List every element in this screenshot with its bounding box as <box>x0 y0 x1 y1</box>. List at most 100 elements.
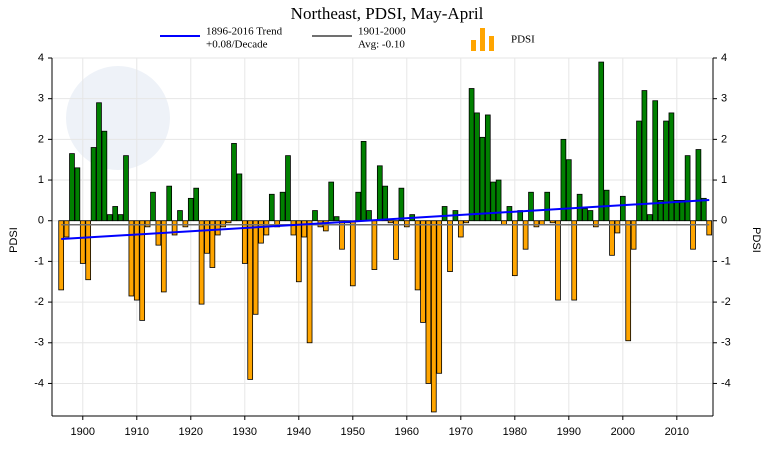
bar <box>376 165 383 222</box>
y-tick-label: -4 <box>34 377 44 389</box>
bar <box>587 210 594 222</box>
legend-bar-swatch <box>489 36 494 51</box>
bar <box>592 220 599 228</box>
bar <box>198 220 205 305</box>
legend-bar: PDSI <box>511 34 535 46</box>
bar <box>301 220 308 238</box>
legend-avg: 1901-2000 <box>358 26 406 38</box>
bar <box>101 130 108 222</box>
bar <box>420 220 426 323</box>
chart-title: Northeast, PDSI, May-April <box>291 4 484 23</box>
bar <box>112 206 119 222</box>
bar <box>684 155 691 222</box>
bar <box>403 220 410 228</box>
y2-axis-label: PDSI <box>750 227 762 253</box>
x-tick-label: 2010 <box>665 426 689 438</box>
y2-tick-label: 4 <box>721 52 727 64</box>
bar <box>598 61 605 222</box>
bar <box>177 210 183 222</box>
bar <box>511 220 518 277</box>
x-tick-label: 1960 <box>395 426 419 438</box>
bar <box>160 220 167 293</box>
bar <box>106 214 113 222</box>
bar <box>679 199 686 222</box>
bar <box>619 195 626 222</box>
bar <box>663 120 669 222</box>
y2-tick-label: -4 <box>721 377 731 389</box>
y-tick-label: 0 <box>38 215 44 227</box>
bar <box>306 220 313 344</box>
bar <box>144 220 151 228</box>
legend-avg-value: Avg: -0.10 <box>358 39 405 51</box>
bar <box>690 220 696 250</box>
bar <box>425 220 432 384</box>
bar <box>522 220 529 250</box>
bar <box>549 220 556 224</box>
bar <box>533 220 540 228</box>
bar <box>571 220 578 301</box>
y2-tick-label: 1 <box>721 174 727 186</box>
bar <box>204 220 210 254</box>
bar <box>657 199 664 222</box>
y-tick-label: 2 <box>38 133 44 145</box>
bar <box>349 220 356 287</box>
x-tick-label: 1940 <box>287 426 311 438</box>
bar <box>355 191 362 222</box>
bar <box>285 155 291 222</box>
bar <box>625 220 632 342</box>
bar <box>182 220 189 228</box>
bar <box>328 181 335 222</box>
bar <box>609 220 615 256</box>
bar <box>447 220 453 272</box>
bar <box>490 181 497 222</box>
bar <box>360 140 367 222</box>
y2-tick-label: -1 <box>721 255 731 267</box>
bar <box>393 220 399 260</box>
x-tick-label: 1900 <box>71 426 95 438</box>
bar <box>387 220 394 224</box>
y-tick-label: 1 <box>38 174 44 186</box>
bar <box>220 220 227 228</box>
bar <box>225 220 232 224</box>
bar <box>398 187 405 222</box>
bar <box>279 191 286 222</box>
bar <box>641 90 648 222</box>
bar <box>171 220 178 236</box>
bar <box>63 220 70 238</box>
bar <box>133 220 140 301</box>
bar <box>117 214 124 222</box>
bar <box>414 220 421 291</box>
bar <box>209 220 216 268</box>
bar <box>646 214 653 222</box>
legend-bar-swatch <box>480 28 485 51</box>
bar <box>528 191 534 222</box>
bar <box>258 220 264 244</box>
bar <box>430 220 437 413</box>
bar <box>652 100 659 222</box>
bar <box>268 193 275 222</box>
bar <box>560 138 567 222</box>
bar <box>214 220 221 236</box>
logo <box>66 66 170 170</box>
bar <box>187 197 194 222</box>
bar <box>636 120 642 222</box>
bar <box>236 173 243 222</box>
bar <box>555 220 561 301</box>
bar <box>85 220 92 281</box>
y-tick-label: -1 <box>34 255 44 267</box>
y-axis-label: PDSI <box>8 227 20 253</box>
x-tick-label: 2000 <box>611 426 635 438</box>
x-tick-label: 1920 <box>179 426 203 438</box>
legend-trend-rate: +0.08/Decade <box>206 39 268 51</box>
legend-bar-swatch <box>471 40 476 51</box>
bar <box>544 191 551 222</box>
x-tick-label: 1990 <box>557 426 581 438</box>
bar <box>495 179 502 222</box>
bar <box>312 210 318 222</box>
bar <box>479 136 486 222</box>
bar <box>58 220 65 291</box>
bar <box>193 187 200 222</box>
bar <box>506 206 513 222</box>
bar <box>436 220 443 374</box>
bar <box>79 220 86 264</box>
